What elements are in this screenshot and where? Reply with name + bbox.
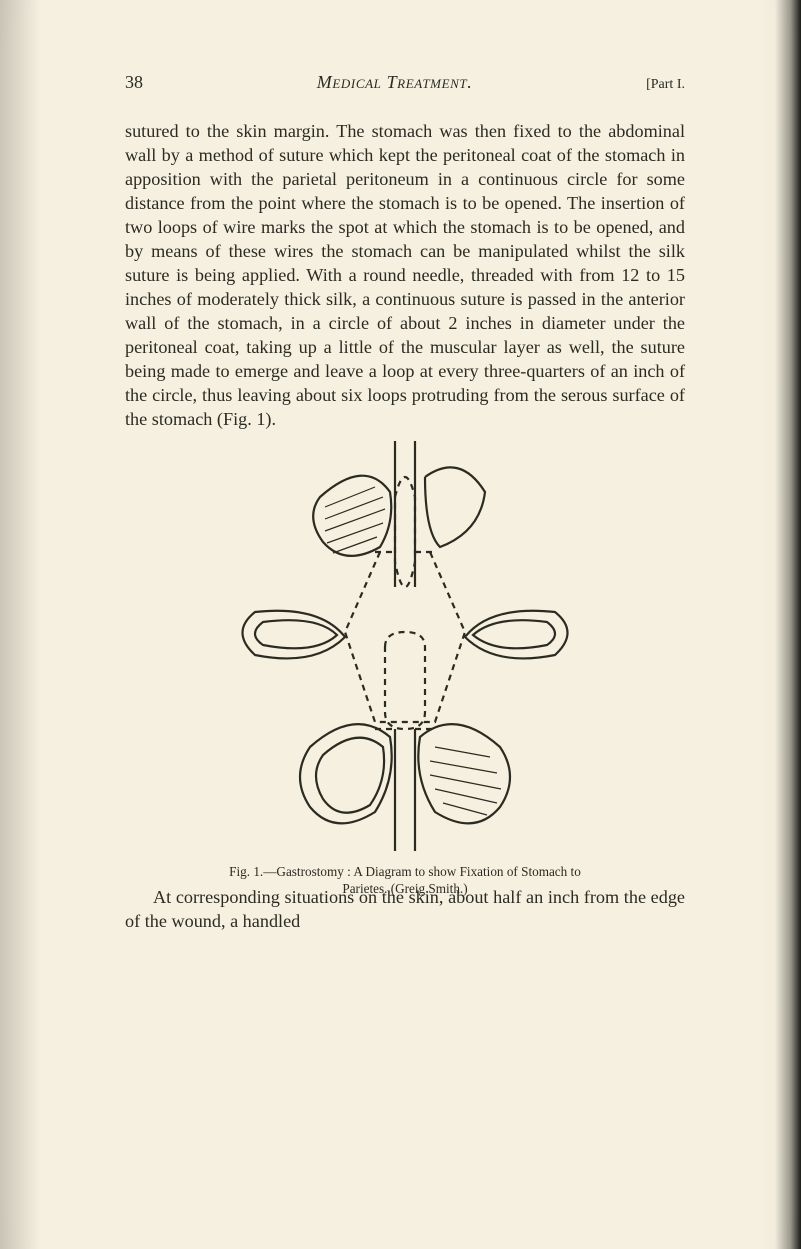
content-column: 38 Medical Treatment. [Part I. sutured t…: [125, 72, 685, 933]
gastrostomy-diagram: [225, 437, 585, 857]
figure-caption: Fig. 1.—Gastrostomy : A Diagram to show …: [125, 863, 685, 897]
main-paragraph: sutured to the skin margin. The stomach …: [125, 119, 685, 431]
figure-1: Fig. 1.—Gastrostomy : A Diagram to show …: [125, 437, 685, 867]
caption-line-1: Fig. 1.—Gastrostomy : A Diagram to show …: [125, 863, 685, 880]
running-header: 38 Medical Treatment. [Part I.: [125, 72, 685, 93]
part-label: [Part I.: [646, 77, 685, 93]
running-title: Medical Treatment.: [317, 72, 473, 93]
page: 38 Medical Treatment. [Part I. sutured t…: [0, 0, 801, 1249]
page-number: 38: [125, 72, 143, 93]
caption-line-2: Parietes. (Greig Smith.): [125, 880, 685, 897]
